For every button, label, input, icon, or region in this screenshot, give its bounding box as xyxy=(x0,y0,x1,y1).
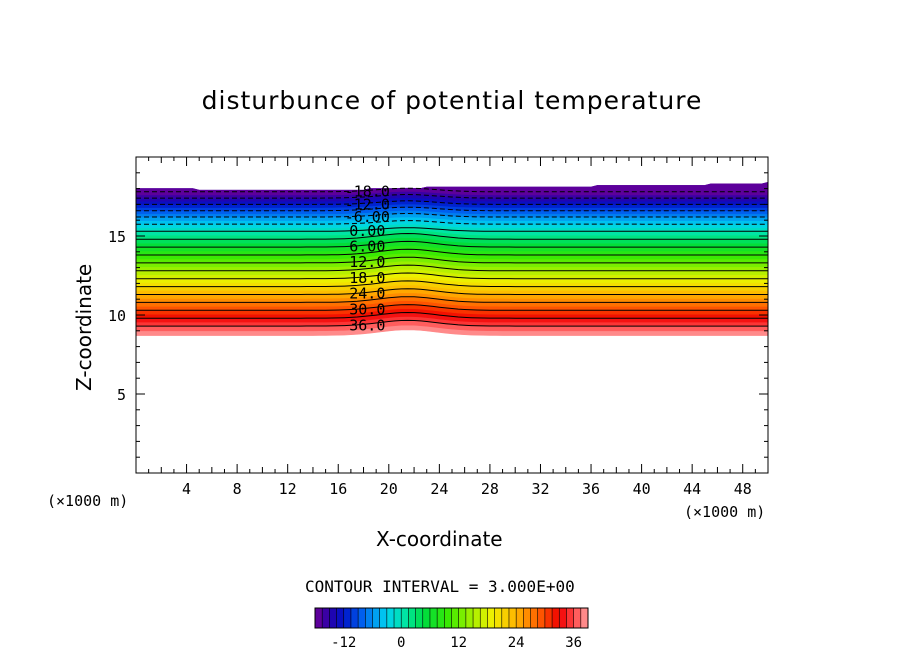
colorbar-swatch xyxy=(329,608,337,628)
x-tick-label: 28 xyxy=(481,480,499,498)
contour-line xyxy=(136,227,768,232)
contour-line xyxy=(136,288,768,295)
colorbar-swatch xyxy=(552,608,560,628)
colorbar-swatch xyxy=(523,608,531,628)
colorbar-swatch xyxy=(336,608,345,628)
colorbar-swatch xyxy=(350,608,359,628)
contour-line xyxy=(136,200,768,205)
colorbar-swatch xyxy=(566,608,574,628)
contour-label: 24.0 xyxy=(349,285,385,303)
colorbar-swatch xyxy=(537,608,546,628)
colorbar-swatch xyxy=(444,608,452,628)
colorbar-swatch xyxy=(530,608,539,628)
colorbar-swatch xyxy=(480,608,488,628)
colorbar-swatch xyxy=(394,608,402,628)
colorbar-swatch xyxy=(516,608,524,628)
x-tick-label: 4 xyxy=(182,480,191,498)
x-tick-label: 36 xyxy=(582,480,600,498)
colorbar-swatch xyxy=(559,608,567,628)
colorbar-swatch xyxy=(415,608,424,628)
colorbar-swatch xyxy=(573,608,582,628)
contour-line xyxy=(136,304,768,311)
contour-line xyxy=(136,193,768,199)
colorbar-swatch xyxy=(386,608,395,628)
contour-line xyxy=(136,319,768,327)
field-fill xyxy=(136,181,768,336)
x-tick-label: 44 xyxy=(683,480,701,498)
colorbar-tick-label: -12 xyxy=(331,635,356,651)
colorbar-swatch xyxy=(458,608,467,628)
colorbar-swatch xyxy=(437,608,445,628)
contour-line xyxy=(136,296,768,303)
contour-label: -18.0 xyxy=(345,183,390,201)
colorbar-frame xyxy=(314,607,589,629)
contour-label: 36.0 xyxy=(349,316,385,334)
contour-line xyxy=(136,232,768,240)
chart-title: disturbunce of potential temperature xyxy=(201,86,703,115)
contour-label: 30.0 xyxy=(349,301,385,319)
x-axis-unit: (×1000 m) xyxy=(684,503,766,521)
contour-line xyxy=(136,311,768,319)
colorbar-swatch xyxy=(473,608,481,628)
colorbar-swatch xyxy=(358,608,366,628)
contour-line xyxy=(136,264,768,272)
contour-label: -12.0 xyxy=(345,195,390,213)
colorbar-swatch xyxy=(508,608,517,628)
x-tick-label: 12 xyxy=(279,480,297,498)
field-band xyxy=(136,181,768,196)
colorbar-swatch xyxy=(408,608,416,628)
colorbar-swatch xyxy=(422,608,431,628)
colorbar-swatch xyxy=(315,608,323,628)
colorbar-swatch xyxy=(580,608,589,628)
x-tick-label: 16 xyxy=(329,480,347,498)
x-axis-label: X-coordinate xyxy=(376,527,503,551)
colorbar-swatch xyxy=(487,608,495,628)
contour-lines xyxy=(136,187,768,327)
colorbar-swatch xyxy=(501,608,510,628)
x-tick-label: 8 xyxy=(233,480,242,498)
colorbar-tick-label: 24 xyxy=(508,635,525,651)
y-axis-unit: (×1000 m) xyxy=(47,492,129,510)
contour-label: 12.0 xyxy=(349,253,385,271)
contour-line xyxy=(136,248,768,256)
contour-line xyxy=(136,187,768,193)
y-tick-label: 15 xyxy=(108,228,126,246)
colorbar-swatch xyxy=(544,608,553,628)
colorbar-tick-label: 12 xyxy=(450,635,467,651)
contour-label: 0.00 xyxy=(349,222,385,240)
x-tick-label: 20 xyxy=(380,480,398,498)
contour-line xyxy=(136,256,768,264)
contour-label: 6.00 xyxy=(349,237,385,255)
colorbar-swatch xyxy=(401,608,409,628)
colorbar-tick-label: 0 xyxy=(397,635,405,651)
x-tick-label: 40 xyxy=(633,480,651,498)
contour-label: -6.00 xyxy=(345,208,390,226)
colorbar-swatch xyxy=(494,608,503,628)
colorbar-swatch xyxy=(372,608,380,628)
contour-line xyxy=(136,272,768,280)
colorbar-swatch xyxy=(451,608,459,628)
contour-line xyxy=(136,240,768,248)
contour-label: 18.0 xyxy=(349,269,385,287)
y-tick-label: 10 xyxy=(108,307,126,325)
contour-line xyxy=(136,220,768,225)
x-tick-label: 48 xyxy=(734,480,752,498)
colorbar-tick-label: 36 xyxy=(565,635,582,651)
colorbar-swatch xyxy=(322,608,330,628)
colorbar-swatch xyxy=(343,608,352,628)
contour-line xyxy=(136,212,768,218)
colorbar-swatch xyxy=(465,608,474,628)
y-tick-label: 5 xyxy=(117,386,126,404)
colorbar-swatch xyxy=(365,608,373,628)
colorbar-swatch xyxy=(379,608,388,628)
x-tick-label: 32 xyxy=(531,480,549,498)
x-tick-label: 24 xyxy=(430,480,448,498)
contour-interval-label: CONTOUR INTERVAL = 3.000E+00 xyxy=(305,577,575,596)
colorbar-swatch xyxy=(429,608,438,628)
y-axis-label: Z-coordinate xyxy=(72,263,96,391)
contour-line xyxy=(136,206,768,212)
contour-line xyxy=(136,280,768,288)
